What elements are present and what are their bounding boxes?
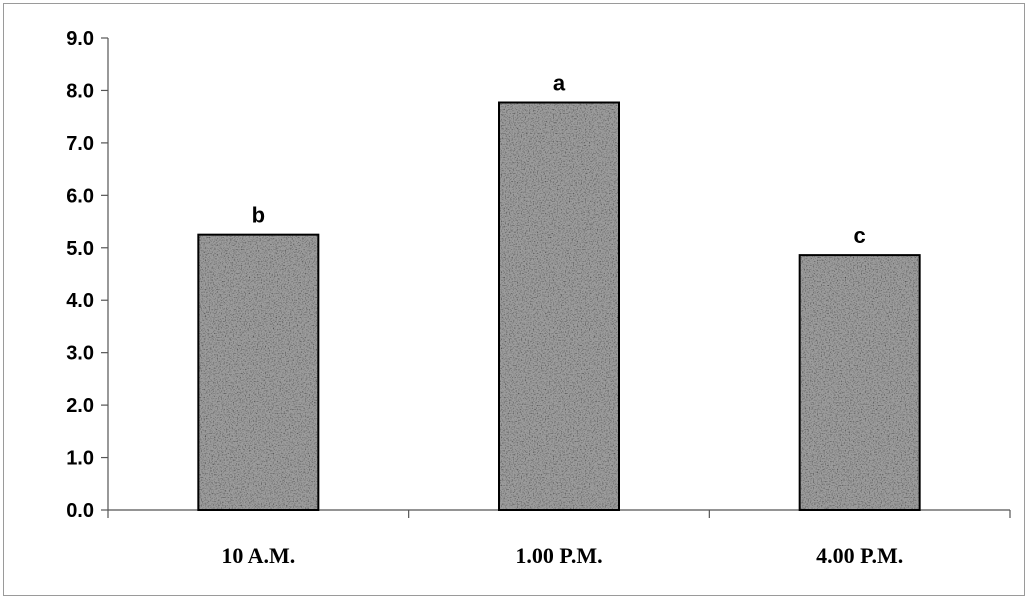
y-tick-label: 6.0 xyxy=(66,185,94,207)
labels: 10 A.M. b 1.00 P.M. a 4.00 P.M. c xyxy=(221,71,903,568)
y-tick-label: 5.0 xyxy=(66,238,94,260)
bar-outline xyxy=(798,254,921,511)
y-tick-label: 3.0 xyxy=(66,343,94,365)
bar xyxy=(499,102,619,511)
y-tick-label: 8.0 xyxy=(66,80,94,102)
y-tick-label: 7.0 xyxy=(66,133,94,155)
data-label: b xyxy=(252,203,265,228)
bar xyxy=(198,234,319,510)
data-label: c xyxy=(854,223,866,248)
y-tick-label: 9.0 xyxy=(66,28,94,50)
y-tick-label: 1.0 xyxy=(66,448,94,470)
x-tick-label: 1.00 P.M. xyxy=(515,543,602,568)
bars xyxy=(197,101,921,512)
data-label: a xyxy=(553,71,566,96)
y-tick-label: 0.0 xyxy=(66,500,94,522)
x-tick-label: 10 A.M. xyxy=(221,543,295,568)
y-tick-label: 4.0 xyxy=(66,290,94,312)
bar-outline xyxy=(197,233,320,512)
x-tick-label: 4.00 P.M. xyxy=(816,543,903,568)
y-tick-label: 2.0 xyxy=(66,395,94,417)
bar xyxy=(799,255,920,510)
bar-outline xyxy=(498,101,620,512)
